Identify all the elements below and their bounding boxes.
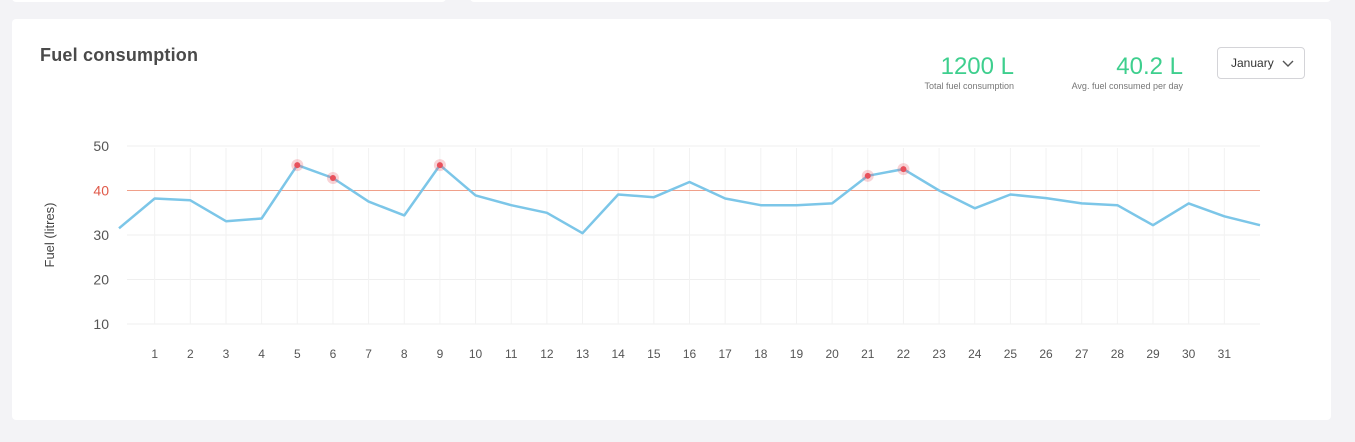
y-tick-label: 30 [93, 227, 109, 243]
x-tick-label: 1 [151, 347, 158, 361]
x-tick-label: 24 [968, 347, 982, 361]
top-card-right [470, 0, 1331, 2]
avg-fuel-value: 40.2 L [1116, 53, 1183, 80]
y-axis-label: Fuel (litres) [42, 202, 57, 267]
x-tick-label: 3 [223, 347, 230, 361]
x-tick-label: 20 [825, 347, 839, 361]
x-tick-label: 2 [187, 347, 194, 361]
total-fuel-label: Total fuel consumption [924, 81, 1014, 91]
x-tick-label: 28 [1111, 347, 1125, 361]
x-tick-label: 25 [1004, 347, 1018, 361]
y-tick-label: 10 [93, 316, 109, 332]
highlight-point [294, 162, 301, 169]
x-tick-label: 31 [1218, 347, 1232, 361]
highlight-point [864, 172, 871, 179]
x-tick-label: 4 [258, 347, 265, 361]
x-tick-label: 29 [1146, 347, 1160, 361]
x-tick-label: 11 [505, 347, 518, 361]
x-tick-label: 12 [540, 347, 554, 361]
x-tick-label: 13 [576, 347, 590, 361]
total-fuel-stat: 1200 L Total fuel consumption [924, 53, 1014, 91]
x-tick-label: 7 [365, 347, 372, 361]
highlight-point [900, 166, 907, 173]
x-tick-label: 21 [861, 347, 875, 361]
x-tick-label: 5 [294, 347, 301, 361]
avg-fuel-label: Avg. fuel consumed per day [1071, 81, 1183, 91]
chevron-down-icon [1282, 60, 1294, 67]
x-tick-label: 17 [718, 347, 732, 361]
x-tick-label: 19 [790, 347, 804, 361]
x-tick-label: 22 [897, 347, 911, 361]
card-title: Fuel consumption [40, 45, 199, 65]
x-tick-label: 18 [754, 347, 768, 361]
month-select[interactable]: January [1217, 47, 1305, 79]
avg-fuel-stat: 40.2 L Avg. fuel consumed per day [1072, 53, 1183, 91]
y-tick-label: 50 [93, 138, 109, 154]
data-line [118, 163, 1261, 235]
month-select-value: January [1231, 56, 1274, 70]
highlight-point [329, 175, 336, 182]
x-tick-label: 30 [1182, 347, 1196, 361]
total-fuel-value: 1200 L [940, 53, 1014, 80]
x-tick-label: 23 [932, 347, 946, 361]
x-tick-label: 8 [401, 347, 408, 361]
x-tick-label: 9 [437, 347, 444, 361]
x-tick-label: 26 [1039, 347, 1053, 361]
x-tick-label: 14 [612, 347, 626, 361]
x-tick-label: 6 [330, 347, 337, 361]
y-tick-label: 40 [93, 183, 109, 199]
fuel-consumption-card: Fuel consumption 1200 L Total fuel consu… [12, 19, 1331, 420]
x-tick-label: 16 [683, 347, 697, 361]
x-tick-label: 27 [1075, 347, 1089, 361]
y-tick-label: 20 [93, 272, 109, 288]
x-tick-label: 15 [647, 347, 661, 361]
top-card-left [12, 0, 446, 2]
highlight-point [436, 162, 443, 169]
x-tick-label: 10 [469, 347, 483, 361]
